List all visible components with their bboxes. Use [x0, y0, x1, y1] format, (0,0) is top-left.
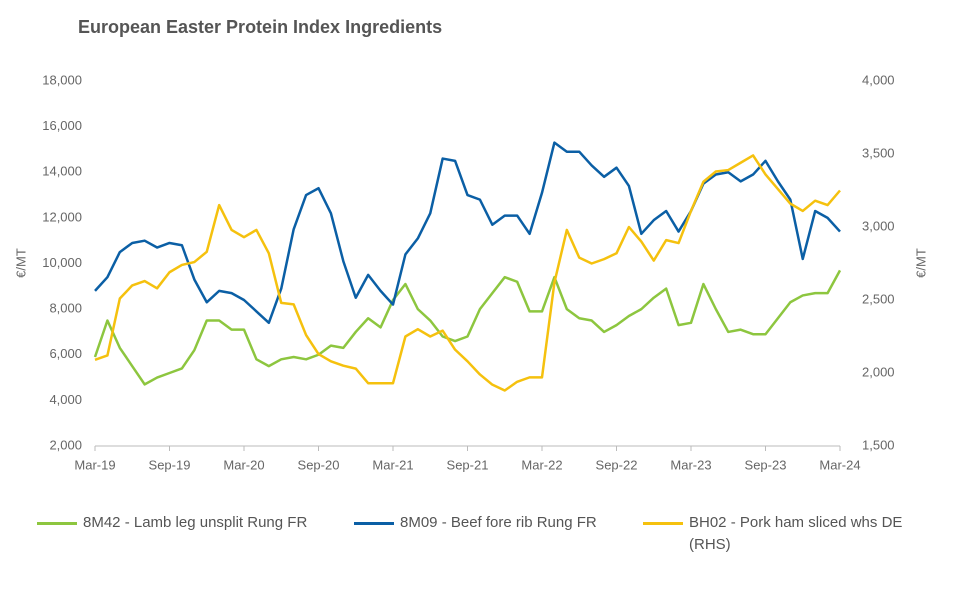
- x-tick-label: Mar-23: [670, 457, 711, 472]
- x-tick-label: Mar-20: [223, 457, 264, 472]
- x-tick-label: Mar-24: [819, 457, 860, 472]
- legend-item: BH02 - Pork ham sliced whs DE (RHS): [643, 512, 933, 556]
- legend-swatch: [354, 522, 394, 525]
- y-tick-label: 4,000: [49, 392, 82, 407]
- chart: European Easter Protein Index Ingredient…: [13, 17, 928, 473]
- y-tick-label: 10,000: [42, 255, 82, 270]
- y2-tick-label: 2,500: [862, 291, 895, 306]
- x-tick-label: Mar-21: [372, 457, 413, 472]
- legend-swatch: [37, 522, 77, 525]
- y2-tick-label: 3,500: [862, 145, 895, 160]
- series-line: [94, 154, 841, 392]
- legend-label: 8M42 - Lamb leg unsplit Rung FR: [83, 514, 308, 531]
- y2-tick-label: 3,000: [862, 218, 895, 233]
- legend-item: 8M09 - Beef fore rib Rung FR: [354, 512, 634, 534]
- y-tick-label: 2,000: [49, 437, 82, 452]
- x-tick-label: Sep-22: [596, 457, 638, 472]
- y-tick-label: 8,000: [49, 301, 82, 316]
- x-tick-label: Sep-23: [745, 457, 787, 472]
- y2-tick-label: 2,000: [862, 364, 895, 379]
- y-axis-label: €/MT: [13, 248, 28, 278]
- x-tick-label: Mar-22: [521, 457, 562, 472]
- y-tick-label: 16,000: [42, 118, 82, 133]
- y2-tick-label: 4,000: [862, 72, 895, 87]
- y-tick-label: 14,000: [42, 164, 82, 179]
- x-tick-label: Sep-19: [149, 457, 191, 472]
- y-tick-label: 6,000: [49, 346, 82, 361]
- y-tick-label: 18,000: [42, 72, 82, 87]
- legend-label: 8M09 - Beef fore rib Rung FR: [400, 514, 597, 531]
- y-tick-label: 12,000: [42, 209, 82, 224]
- chart-title: European Easter Protein Index Ingredient…: [78, 17, 442, 37]
- y2-tick-label: 1,500: [862, 437, 895, 452]
- x-tick-label: Mar-19: [74, 457, 115, 472]
- x-tick-label: Sep-21: [447, 457, 489, 472]
- series-line: [93, 269, 842, 386]
- legend: 8M42 - Lamb leg unsplit Rung FR 8M09 - Be…: [0, 512, 980, 582]
- y2-axis-label: €/MT: [913, 248, 928, 278]
- series-line: [94, 141, 841, 325]
- legend-item: 8M42 - Lamb leg unsplit Rung FR: [37, 512, 337, 534]
- legend-label: BH02 - Pork ham sliced whs DE (RHS): [689, 514, 903, 553]
- x-tick-label: Sep-20: [298, 457, 340, 472]
- legend-swatch: [643, 522, 683, 525]
